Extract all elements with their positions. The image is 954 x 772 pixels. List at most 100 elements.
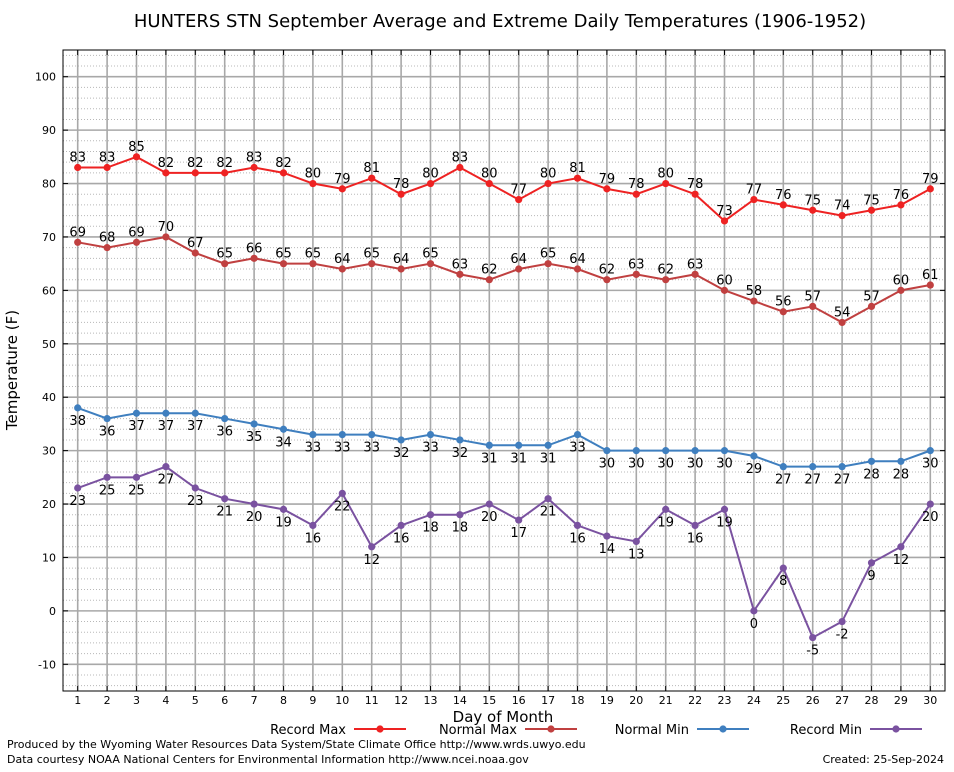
data-label: 63: [628, 257, 645, 272]
data-label: 76: [775, 188, 792, 203]
y-tick-label: 10: [42, 551, 56, 564]
data-point: [162, 463, 170, 471]
data-label: 58: [746, 284, 763, 299]
data-point: [426, 260, 435, 268]
data-point: [74, 404, 82, 412]
series-group: 83 83 85 82 82 82 83 82 80 79 81 78 80 83 80 77 80 81 79 78…: [69, 140, 939, 225]
data-label: 23: [69, 494, 86, 509]
data-label: 20: [481, 510, 498, 525]
data-label: 30: [716, 457, 733, 472]
legend-swatch-marker: [892, 725, 900, 733]
data-label: 12: [363, 553, 380, 568]
data-point: [221, 414, 229, 423]
data-point: [573, 521, 582, 530]
data-point: [603, 447, 611, 455]
data-point: [221, 169, 229, 177]
data-point: [456, 163, 464, 172]
series-line: [77, 155, 931, 223]
footer-created-date: Created: 25-Sep-2024: [823, 753, 944, 766]
data-label: 30: [628, 457, 645, 472]
data-label: 36: [99, 425, 116, 440]
data-label: 78: [687, 177, 704, 192]
data-label: 19: [716, 515, 733, 530]
data-label: 37: [158, 419, 175, 434]
data-point: [926, 185, 934, 193]
data-point: [809, 206, 817, 214]
data-point: [309, 260, 317, 268]
data-label: 21: [540, 505, 557, 520]
data-label: 31: [481, 451, 498, 466]
data-point: [515, 195, 523, 204]
data-point: [779, 201, 787, 209]
x-tick-label: 27: [835, 694, 849, 707]
data-label: 75: [863, 193, 880, 208]
y-tick-label: 60: [42, 284, 56, 297]
data-label: 56: [775, 295, 792, 310]
data-point: [632, 190, 640, 198]
data-point: [867, 206, 876, 214]
data-label: 32: [452, 446, 469, 461]
data-label: 28: [893, 467, 910, 482]
x-tick-label: 8: [280, 694, 287, 707]
data-point: [720, 505, 729, 513]
data-label: 67: [187, 236, 204, 251]
data-point: [632, 537, 640, 546]
x-tick-label: 5: [192, 694, 199, 707]
data-point: [867, 457, 876, 465]
data-label: 64: [334, 252, 351, 267]
data-point: [456, 511, 464, 519]
data-label: 31: [540, 451, 557, 466]
data-point: [74, 163, 82, 172]
data-point: [368, 431, 376, 439]
data-label: 37: [187, 419, 204, 434]
data-label: 70: [158, 220, 175, 235]
data-label: 25: [128, 483, 145, 498]
data-point: [279, 425, 288, 433]
data-label: 61: [922, 268, 939, 283]
data-point: [162, 169, 170, 177]
data-label: 57: [804, 289, 821, 304]
x-tick-label: 24: [747, 694, 761, 707]
data-label: 30: [599, 457, 616, 472]
data-point: [809, 633, 817, 642]
data-label: 33: [363, 441, 380, 456]
data-label: 30: [687, 457, 704, 472]
x-tick-label: 23: [718, 694, 732, 707]
data-point: [397, 265, 405, 273]
data-point: [279, 505, 288, 513]
x-tick-label: 15: [482, 694, 496, 707]
data-point: [74, 238, 82, 246]
data-point: [191, 484, 199, 492]
data-point: [515, 441, 523, 449]
data-label: 65: [540, 247, 557, 262]
data-point: [309, 179, 317, 188]
data-label: 27: [804, 473, 821, 488]
x-tick-label: 13: [424, 694, 438, 707]
data-label: 64: [569, 252, 586, 267]
data-label: 18: [452, 521, 469, 536]
data-label: 35: [246, 430, 263, 445]
data-label: 27: [775, 473, 792, 488]
x-tick-label: 3: [133, 694, 140, 707]
data-point: [132, 238, 141, 246]
data-label: 76: [893, 188, 910, 203]
y-tick-label: 30: [42, 445, 56, 458]
footer-data-courtesy: Data courtesy NOAA National Centers for …: [7, 753, 529, 766]
data-label: 68: [99, 231, 116, 246]
data-point: [515, 265, 523, 273]
data-point: [338, 431, 346, 439]
data-label: 37: [128, 419, 145, 434]
data-point: [132, 409, 141, 417]
data-point: [662, 179, 670, 188]
x-tick-label: 19: [600, 694, 614, 707]
x-tick-label: 14: [453, 694, 467, 707]
data-label: 16: [569, 531, 586, 546]
data-label: 54: [834, 305, 851, 320]
data-point: [191, 409, 199, 417]
data-label: 80: [305, 167, 322, 182]
data-point: [485, 276, 493, 284]
data-point: [867, 559, 876, 567]
data-point: [750, 297, 758, 305]
data-point: [691, 521, 699, 530]
